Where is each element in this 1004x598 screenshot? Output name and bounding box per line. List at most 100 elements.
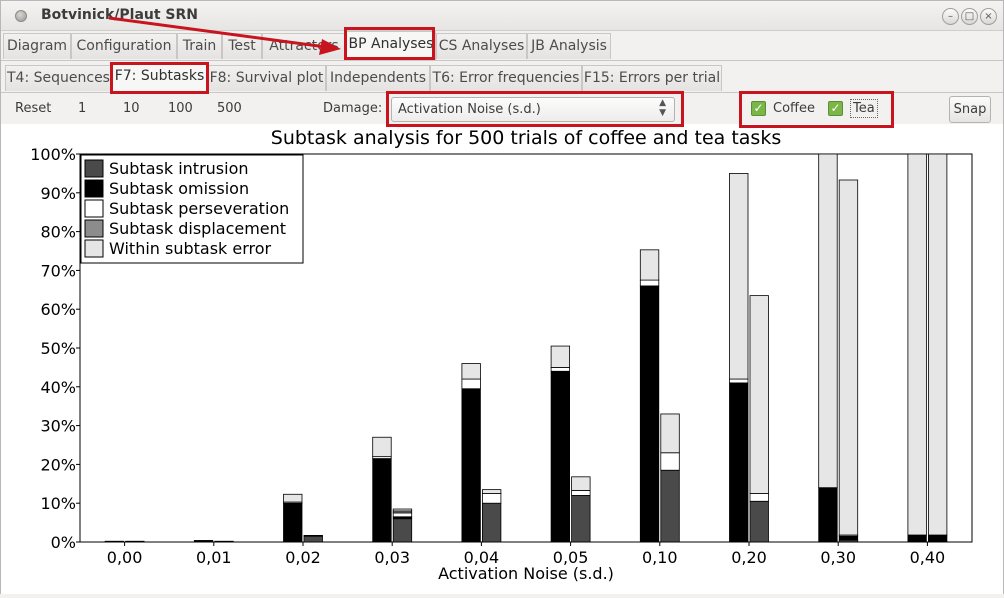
x-tick-label: 0,04	[464, 548, 500, 567]
tab-f15-errors-per-trial[interactable]: F15: Errors per trial	[582, 65, 722, 91]
tea-within-bar	[749, 295, 769, 494]
reset-button[interactable]: Reset	[15, 101, 52, 116]
legend-swatch	[84, 219, 104, 238]
coffee-perseveration-bar	[639, 279, 660, 287]
tab-t4-sequences[interactable]: T4: Sequences	[5, 65, 112, 91]
damage-select[interactable]: Activation Noise (s.d.) ▲ ▼	[391, 97, 675, 122]
coffee-omission-bar	[283, 502, 303, 543]
tab-t6-error-frequencies[interactable]: T6: Error frequencies	[430, 65, 582, 91]
x-tick-label: 0,00	[107, 548, 143, 567]
sub-tab-bar: T4: Sequences F7: Subtasks F8: Survival …	[1, 63, 1003, 93]
legend-label: Subtask perseveration	[109, 199, 289, 218]
close-icon[interactable]: ×	[980, 8, 997, 25]
x-tick-label: 0,05	[553, 548, 589, 567]
tea-perseveration-bar	[660, 452, 680, 471]
trials-500-button[interactable]: 500	[217, 101, 242, 116]
tea-perseveration-bar	[481, 493, 502, 504]
tea-within-bar	[838, 179, 859, 536]
x-tick-label: 0,03	[374, 548, 410, 567]
tab-cs-analyses[interactable]: CS Analyses	[436, 33, 527, 59]
legend-label: Subtask intrusion	[109, 159, 249, 178]
tea-within-bar	[571, 476, 591, 491]
subtask-chart: Subtask analysis for 500 trials of coffe…	[30, 127, 973, 583]
tab-attractors[interactable]: Attractors	[262, 33, 346, 59]
tea-intrusion-bar	[749, 500, 769, 543]
y-tick-label: 30%	[40, 417, 76, 436]
coffee-omission-bar	[550, 370, 570, 543]
tab-jb-analysis[interactable]: JB Analysis	[527, 33, 611, 59]
x-tick-label: 0,30	[820, 548, 856, 567]
tea-intrusion-bar	[481, 502, 502, 543]
tea-within-bar	[392, 508, 413, 512]
tea-perseveration-bar	[392, 512, 413, 518]
tab-bp-analyses[interactable]: BP Analyses	[346, 31, 436, 60]
tea-omission-bar	[125, 540, 145, 543]
x-tick-label: 0,20	[731, 548, 767, 567]
tea-within-bar	[481, 489, 502, 494]
coffee-within-bar	[372, 436, 392, 458]
y-tick-label: 50%	[40, 339, 76, 358]
tea-omission-bar	[928, 534, 948, 542]
tea-within-bar	[660, 413, 680, 454]
tea-checkbox[interactable]: ✓	[828, 101, 843, 116]
minimize-icon[interactable]: –	[942, 8, 959, 25]
tab-configuration[interactable]: Configuration	[71, 33, 177, 59]
trials-100-button[interactable]: 100	[168, 101, 193, 116]
coffee-omission-bar	[639, 285, 660, 543]
tea-perseveration-bar	[571, 489, 591, 496]
maximize-icon[interactable]: □	[961, 8, 978, 25]
tea-label: Tea	[850, 99, 878, 118]
y-tick-label: 80%	[40, 223, 76, 242]
tab-f7-subtasks[interactable]: F7: Subtasks	[112, 63, 207, 92]
tea-perseveration-bar	[303, 535, 323, 537]
legend-label: Within subtask error	[109, 239, 272, 258]
coffee-label: Coffee	[773, 101, 815, 116]
y-tick-label: 0%	[51, 533, 76, 552]
snap-button[interactable]: Snap	[949, 96, 991, 123]
coffee-perseveration-bar	[461, 378, 481, 390]
tea-intrusion-bar	[303, 535, 323, 543]
trials-10-button[interactable]: 10	[123, 101, 140, 116]
x-tick-label: 0,01	[196, 548, 232, 567]
tea-within-bar	[928, 153, 948, 536]
coffee-omission-bar	[461, 388, 481, 543]
trials-1-button[interactable]: 1	[78, 101, 87, 116]
window-menu-icon[interactable]	[15, 10, 27, 22]
coffee-within-bar	[729, 173, 749, 380]
coffee-within-bar	[550, 345, 570, 368]
tab-diagram[interactable]: Diagram	[3, 33, 71, 59]
tea-omission-bar	[838, 535, 859, 541]
tab-train[interactable]: Train	[177, 33, 222, 59]
coffee-omission-bar	[193, 540, 214, 543]
x-tick-label: 0,02	[285, 548, 321, 567]
tab-test[interactable]: Test	[222, 33, 262, 59]
legend-label: Subtask displacement	[109, 219, 286, 238]
legend-label: Subtask omission	[109, 179, 249, 198]
tab-f8-survival-plot[interactable]: F8: Survival plot	[207, 65, 326, 91]
coffee-within-bar	[639, 249, 660, 281]
legend-box	[80, 154, 304, 264]
y-tick-label: 10%	[40, 494, 76, 513]
damage-label: Damage:	[323, 101, 383, 116]
x-tick-label: 0,10	[642, 548, 678, 567]
toolbar: Reset 1 10 100 500 Damage: Activation No…	[1, 94, 1003, 124]
spin-arrows-icon: ▲ ▼	[659, 98, 666, 118]
damage-select-value: Activation Noise (s.d.)	[398, 102, 541, 117]
coffee-within-bar	[461, 363, 481, 380]
y-tick-label: 100%	[30, 145, 76, 164]
x-axis-label: Activation Noise (s.d.)	[438, 564, 614, 583]
coffee-omission-bar	[818, 487, 838, 543]
y-tick-label: 60%	[40, 300, 76, 319]
chart-title: Subtask analysis for 500 trials of coffe…	[271, 127, 781, 149]
legend-swatch	[84, 179, 104, 198]
tea-intrusion-bar	[392, 518, 413, 543]
tea-intrusion-bar	[571, 495, 591, 543]
tab-independents[interactable]: Independents	[326, 65, 430, 91]
coffee-perseveration-bar	[729, 378, 749, 384]
coffee-omission-bar	[729, 382, 749, 543]
legend-swatch	[84, 159, 104, 178]
coffee-checkbox[interactable]: ✓	[751, 101, 766, 116]
title-bar[interactable]: Botvinick/Plaut SRN – □ ×	[1, 1, 1003, 31]
main-tab-bar: Diagram Configuration Train Test Attract…	[1, 31, 1003, 61]
coffee-omission-bar	[372, 458, 392, 543]
